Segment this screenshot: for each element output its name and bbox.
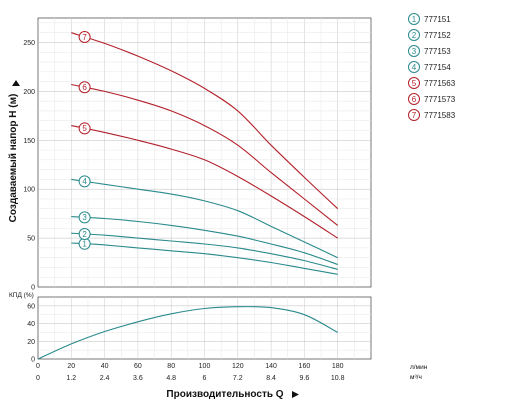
head-curve-marker-3 [78,211,91,224]
legend-marker [408,109,420,121]
head-curve-marker-label: 5 [82,124,87,133]
legend-item-7: 7 7771583 [408,109,456,121]
legend-marker [408,61,420,73]
legend-marker [408,13,420,25]
flow-x-tick-label-m3h: 6 [203,375,207,382]
flow-x-tick-label-lmin: 180 [332,363,344,370]
head-curve-marker-label: 7 [82,33,87,42]
legend-item-1: 1 777151 [408,13,451,25]
legend-item-3: 3 777153 [408,45,451,57]
head-curve-marker-6 [78,81,91,94]
head-curve-marker-label: 1 [82,240,87,249]
legend-marker-label: 6 [412,95,417,104]
flow-x-tick-label-lmin: 100 [199,363,211,370]
efficiency-curve [37,306,338,360]
legend-label: 777154 [424,63,451,72]
legend-marker-label: 1 [412,15,417,24]
head-y-tick-label: 200 [23,89,35,96]
efficiency-y-tick-label: 0 [31,357,35,364]
flow-x-tick-label-m3h: 8.4 [266,375,276,382]
head-y-tick-label: 150 [23,138,35,145]
flow-x-tick-label-m3h: 7.2 [233,375,243,382]
head-curve-marker-label: 6 [82,83,87,92]
head-curve-marker-label: 2 [82,230,87,239]
legend-marker [408,29,420,41]
legend-item-4: 4 777154 [408,61,451,73]
flow-x-tick-label-m3h: 10.8 [331,375,345,382]
flow-xlabel-arrow-icon [292,391,299,398]
flow-x-tick-label-m3h: 4.8 [166,375,176,382]
head-curve-marker-4 [78,175,91,188]
legend-marker [408,45,420,57]
legend-label: 777152 [424,31,451,40]
efficiency-ylabel: КПД (%) [9,292,34,299]
legend-label: 7771583 [424,111,456,120]
head-curve-777152 [71,232,338,270]
efficiency-y-tick-label: 20 [27,339,35,346]
flow-x-tick-label-m3h: 1.2 [66,375,76,382]
efficiency-y-tick-label: 40 [27,321,35,328]
head-y-tick-label: 0 [31,285,35,292]
efficiency-y-tick-label: 60 [27,303,35,310]
flow-x-tick-label-lmin: 160 [299,363,311,370]
flow-x-tick-label-lmin: 40 [101,363,109,370]
flow-x-tick-label-m3h: 0 [36,375,40,382]
legend-marker-label: 3 [412,47,417,56]
head-curve-marker-label: 4 [82,177,87,186]
legend-marker-label: 2 [412,31,417,40]
head-curve-7771563 [71,125,338,239]
legend-label: 777151 [424,15,451,24]
head-curve-marker-label: 3 [82,213,87,222]
flow-xlabel: Производительность Q [166,389,283,400]
head-curve-7771573 [71,83,339,226]
flow-x-tick-label-lmin: 0 [36,363,40,370]
flow-x-tick-label-m3h: 2.4 [100,375,110,382]
flow-x-tick-label-lmin: 80 [167,363,175,370]
flow-x-tick-label-lmin: 60 [134,363,142,370]
legend-item-6: 6 7771573 [408,93,456,105]
head-curve-marker-5 [78,122,91,135]
head-y-tick-label: 250 [23,40,35,47]
flow-x-tick-label-lmin: 140 [265,363,277,370]
head-curve-marker-7 [78,30,91,43]
head-curve-777154 [71,178,338,259]
efficiency-plot: 020406000201.2402.4603.6804.810061207.21… [27,296,372,382]
head-ylabel: Создаваемый напор H (м) [8,94,19,223]
legend-item-5: 5 7771563 [408,77,456,89]
legend-marker-label: 5 [412,79,417,88]
head-curve-777151 [71,242,338,275]
head-y-tick-label: 100 [23,187,35,194]
legend-marker-label: 7 [412,111,417,120]
flow-unit-lmin: л/мин [410,364,428,371]
flow-x-tick-label-lmin: 20 [67,363,75,370]
head-plot: 0 50 100 150 200 250 12 3 4 5 6 7 [23,17,372,292]
legend-label: 7771563 [424,79,456,88]
legend-label: 7771573 [424,95,456,104]
legend-marker [408,93,420,105]
legend-marker [408,77,420,89]
flow-unit-m3h: м³/ч [410,374,422,381]
head-curve-7771583 [71,32,339,210]
flow-x-tick-label-m3h: 9.6 [300,375,310,382]
head-curve-marker-2 [78,227,91,240]
head-ylabel-arrow-icon [12,80,20,86]
head-curve-777153 [71,216,338,266]
legend-item-2: 2 777152 [408,29,451,41]
flow-x-tick-label-lmin: 120 [232,363,244,370]
legend-label: 777153 [424,47,451,56]
legend-marker-label: 4 [412,63,417,72]
flow-x-tick-label-m3h: 3.6 [133,375,143,382]
head-y-tick-label: 50 [27,236,35,243]
